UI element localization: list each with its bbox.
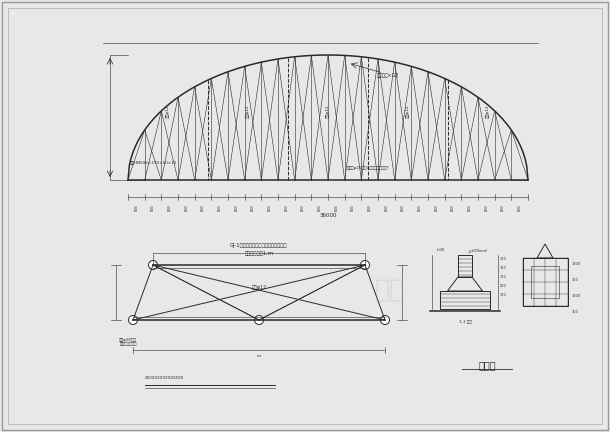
Text: 地基图: 地基图: [478, 360, 496, 370]
Text: 1500: 1500: [301, 204, 305, 211]
Text: 1500: 1500: [334, 204, 339, 211]
Text: 1500: 1500: [268, 204, 271, 211]
Text: 1500: 1500: [518, 204, 522, 211]
Text: 1500: 1500: [451, 204, 455, 211]
Text: 1500: 1500: [201, 204, 205, 211]
Text: 1500: 1500: [368, 204, 371, 211]
Circle shape: [148, 260, 157, 270]
Text: 1500: 1500: [184, 204, 188, 211]
Text: 1500: 1500: [501, 204, 505, 211]
Text: GJ-1钢桁位置图、系杆组合位置及置图: GJ-1钢桁位置图、系杆组合位置及置图: [230, 242, 288, 248]
Text: 1500: 1500: [134, 204, 138, 211]
Bar: [458, 255, 472, 277]
Text: 1500: 1500: [434, 204, 439, 211]
Text: 下拉杆φ25图幅7用双螺螺栓连接?: 下拉杆φ25图幅7用双螺螺栓连接?: [346, 166, 389, 170]
Text: 100: 100: [500, 275, 507, 279]
Bar: [523, 258, 567, 306]
Text: 吊篮φ12: 吊篮φ12: [326, 105, 330, 118]
Text: m: m: [257, 354, 261, 358]
Text: L.00: L.00: [437, 248, 445, 252]
Text: 1500: 1500: [251, 204, 255, 211]
Text: 300: 300: [572, 278, 578, 282]
Text: 拉撑φ20图幅
双置螺栓连接系: 拉撑φ20图幅 双置螺栓连接系: [119, 338, 137, 346]
Text: 1500: 1500: [484, 204, 489, 211]
Text: 吊篮φ12: 吊篮φ12: [246, 105, 250, 118]
Circle shape: [381, 315, 390, 324]
Text: 吊篮φ12: 吊篮φ12: [406, 105, 410, 118]
Text: 1500: 1500: [318, 204, 321, 211]
Text: 100: 100: [500, 257, 507, 261]
Text: 1500: 1500: [218, 204, 221, 211]
Text: 1500: 1500: [351, 204, 355, 211]
Text: 300: 300: [572, 310, 578, 314]
Text: 1500: 1500: [151, 204, 155, 211]
Text: 在线: 在线: [375, 278, 405, 302]
Text: 200: 200: [500, 284, 507, 288]
Circle shape: [361, 260, 370, 270]
Bar: [531, 266, 559, 298]
Text: 横条平面简图1:m: 横条平面简图1:m: [245, 251, 273, 255]
Text: 吊篮φ12: 吊篮φ12: [486, 105, 490, 118]
Text: 1500: 1500: [284, 204, 289, 211]
Text: 1500: 1500: [468, 204, 472, 211]
Text: 吊篮φ12: 吊篮φ12: [166, 105, 170, 118]
Text: 1500: 1500: [234, 204, 239, 211]
Text: 1200: 1200: [572, 262, 581, 266]
Circle shape: [129, 315, 137, 324]
Text: 系杆组合×G2: 系杆组合×G2: [377, 73, 400, 77]
Text: 1500: 1500: [384, 204, 389, 211]
Text: 吊篮φ12: 吊篮φ12: [251, 285, 267, 289]
Text: 1-1 上断: 1-1 上断: [459, 319, 472, 323]
Text: 1500: 1500: [418, 204, 422, 211]
Bar: [440, 291, 490, 309]
Text: 1500: 1500: [401, 204, 405, 211]
Text: XXXXXXXXXXXXXXX: XXXXXXXXXXXXXXX: [145, 376, 184, 380]
Text: △ct/00mm/: △ct/00mm/: [468, 248, 488, 252]
Text: 1500: 1500: [168, 204, 171, 211]
Text: 成梁HN596×199×10×15: 成梁HN596×199×10×15: [130, 160, 178, 164]
Text: 300: 300: [500, 266, 507, 270]
Text: 36000: 36000: [319, 213, 337, 218]
Text: 1200: 1200: [572, 294, 581, 298]
Circle shape: [254, 315, 264, 324]
Text: 100: 100: [500, 293, 507, 297]
